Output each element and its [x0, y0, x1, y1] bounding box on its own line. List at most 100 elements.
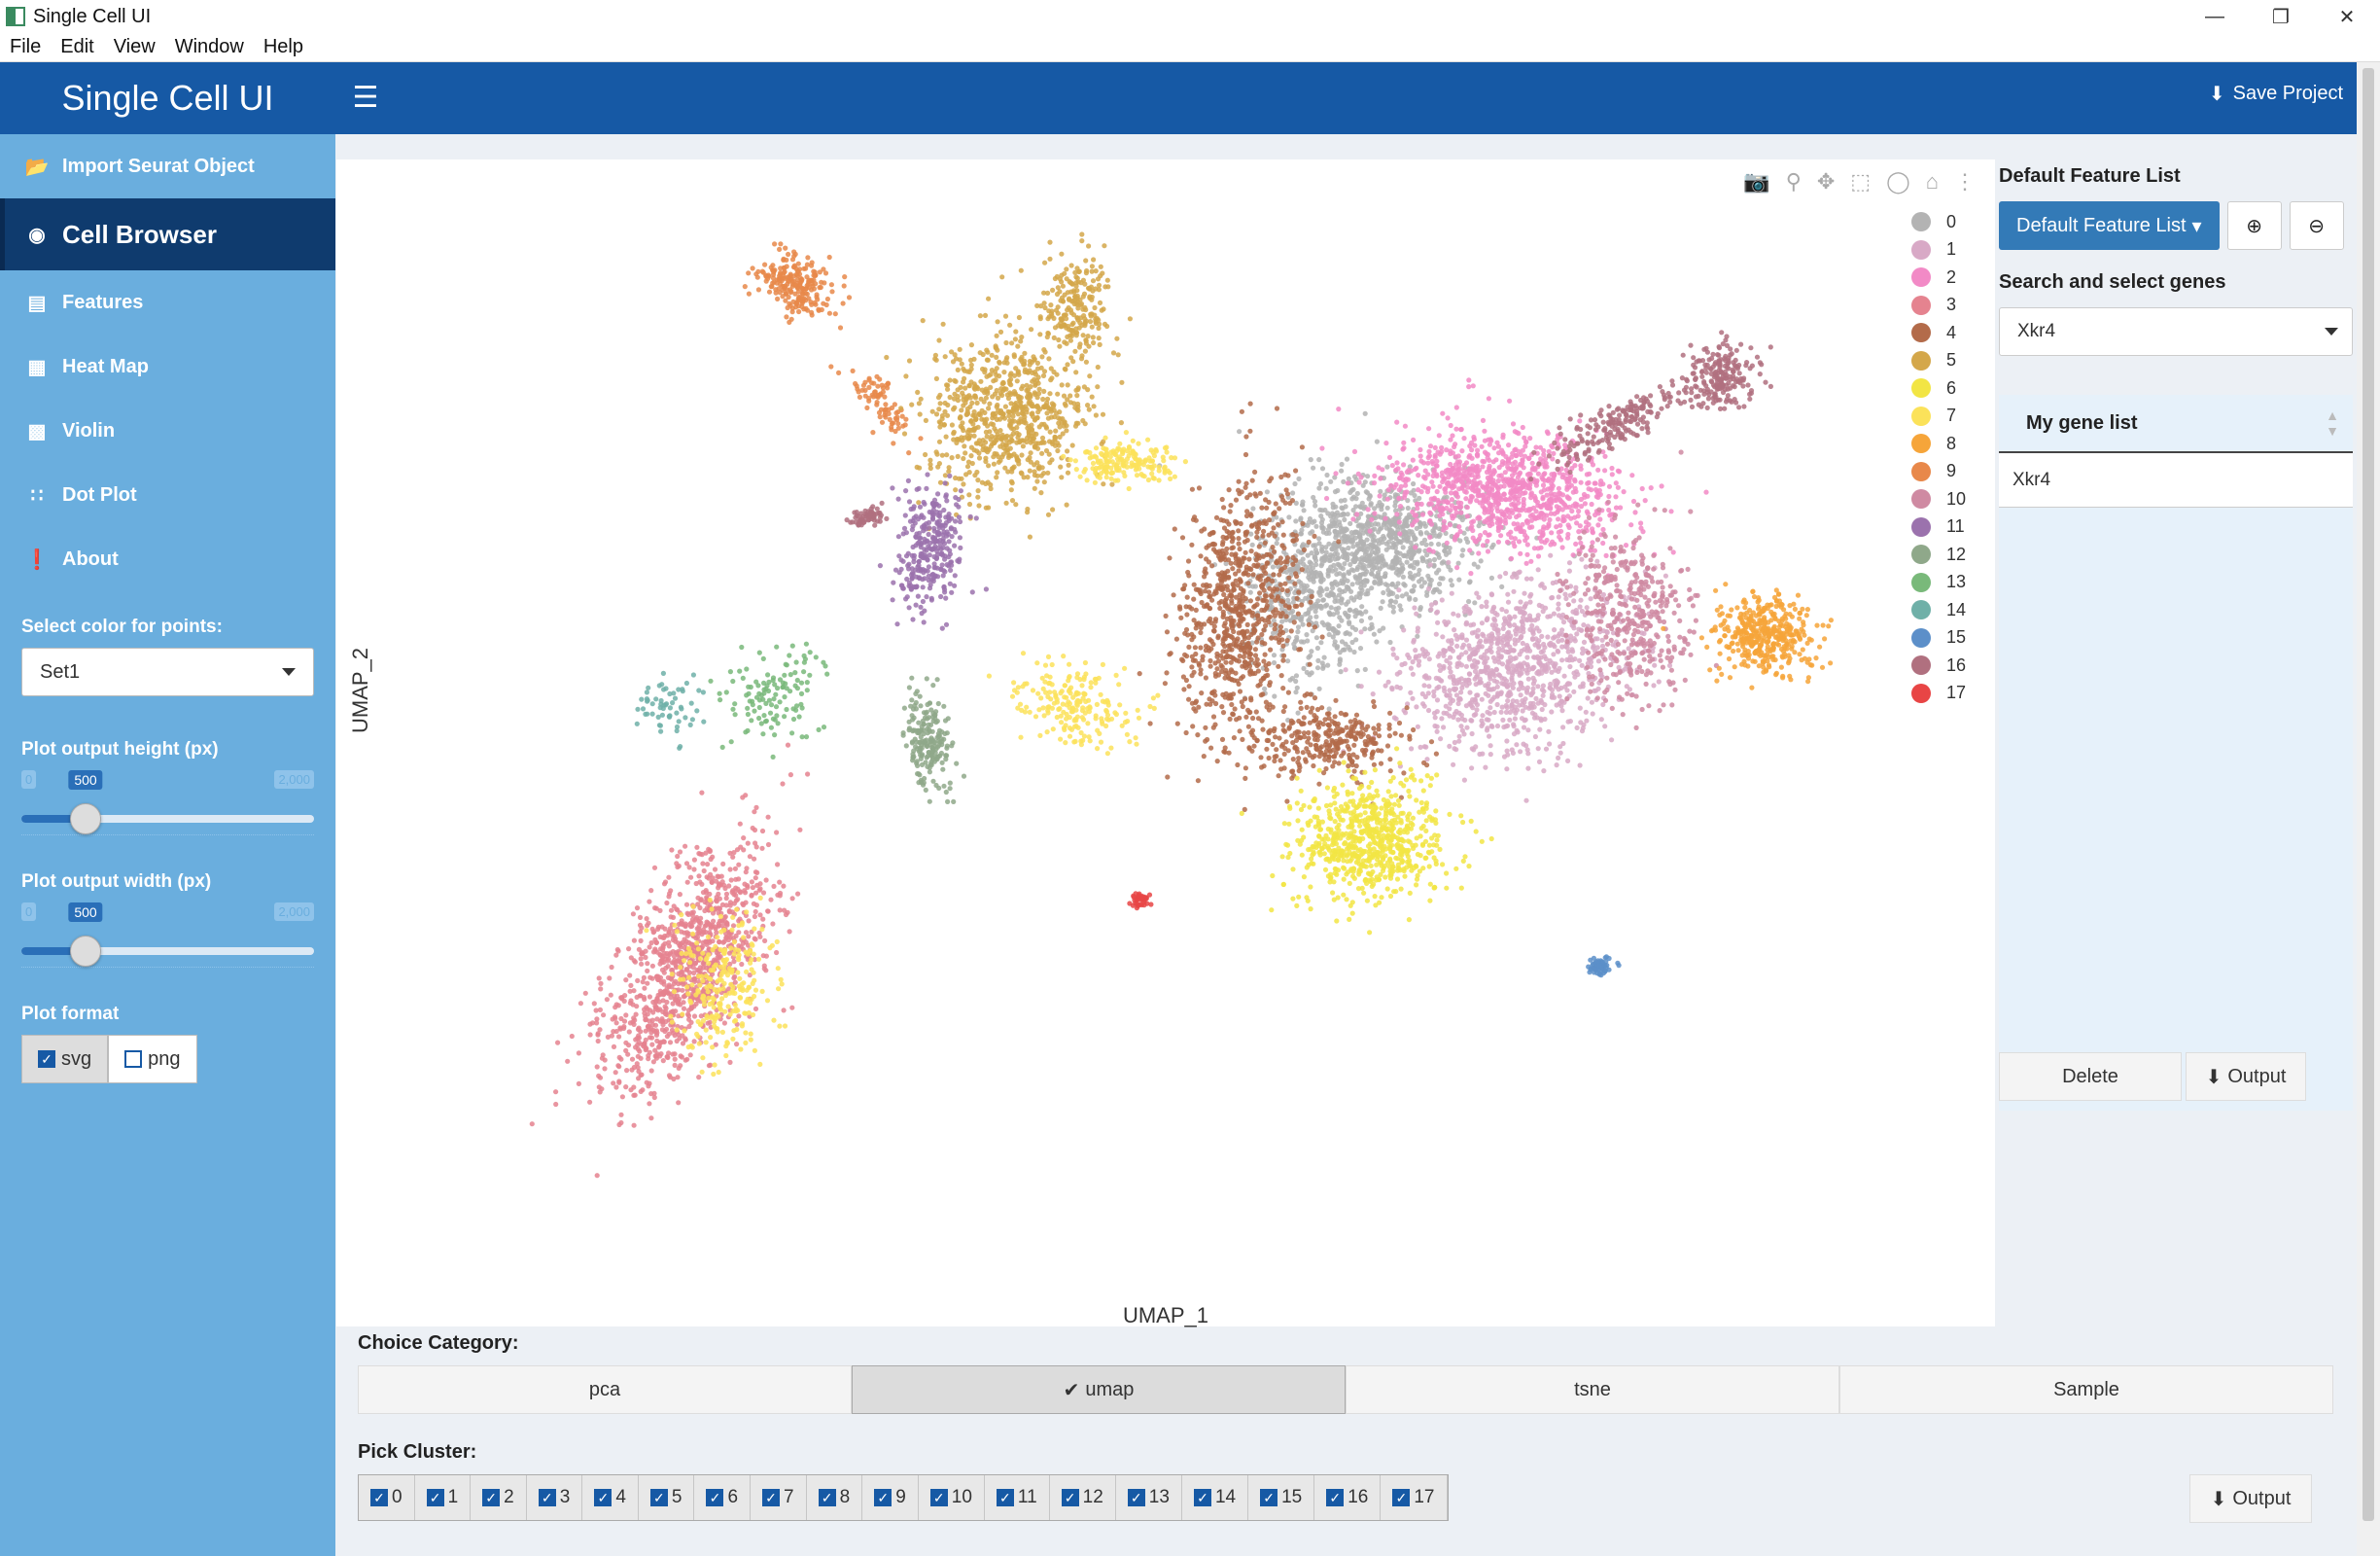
umap-plot-panel[interactable]: 📷 ⚲ ✥ ⬚ ◯ ⌂ ⋮ UMAP_2 UMAP_1 0 1 2 3 4 5 6 7 8 9 10… — [336, 159, 1995, 1327]
legend-item[interactable]: 15 — [1911, 624, 1966, 653]
cluster-output-button[interactable]: ⬇ Output — [2189, 1474, 2312, 1523]
legend-item[interactable]: 6 — [1911, 374, 1966, 403]
spike-icon[interactable]: ⋮ — [1954, 169, 1976, 194]
save-project-button[interactable]: ⬇ Save Project — [2209, 74, 2343, 113]
close-icon[interactable]: ✕ — [2338, 6, 2356, 28]
format-svg-button[interactable]: ✓ svg — [21, 1035, 109, 1083]
cluster-checkbox-9[interactable]: ✓ 9 — [862, 1475, 919, 1520]
minimize-icon[interactable]: — — [2205, 5, 2224, 27]
cluster-checkbox-17[interactable]: ✓ 17 — [1381, 1475, 1448, 1520]
grid-icon: ▦ — [27, 356, 47, 378]
legend-item[interactable]: 10 — [1911, 485, 1966, 513]
category-pca-button[interactable]: pca — [358, 1365, 852, 1414]
legend-item[interactable]: 5 — [1911, 347, 1966, 375]
slider-track[interactable] — [21, 947, 314, 955]
category-umap-button[interactable]: ✔ umap — [852, 1365, 1346, 1414]
checkbox-checked-icon: ✓ — [1127, 1489, 1145, 1506]
cluster-checkbox-4[interactable]: ✓ 4 — [582, 1475, 639, 1520]
default-feature-list-dropdown[interactable]: Default Feature List ▾ — [1999, 201, 2220, 250]
slider-handle[interactable] — [70, 803, 101, 834]
legend-item[interactable]: 8 — [1911, 430, 1966, 458]
home-icon[interactable]: ⌂ — [1925, 169, 1939, 194]
cluster-checkbox-5[interactable]: ✓ 5 — [638, 1475, 695, 1520]
zoom-icon[interactable]: ⚲ — [1785, 169, 1802, 194]
cluster-checkbox-14[interactable]: ✓ 14 — [1181, 1475, 1249, 1520]
slider-value: 500 — [68, 770, 103, 790]
legend-item[interactable]: 11 — [1911, 513, 1966, 542]
cluster-checkbox-15[interactable]: ✓ 15 — [1248, 1475, 1315, 1520]
slider-track[interactable] — [21, 815, 314, 823]
legend-item[interactable]: 3 — [1911, 292, 1966, 320]
format-png-button[interactable]: png — [108, 1035, 197, 1083]
cluster-checkbox-0[interactable]: ✓ 0 — [359, 1475, 415, 1520]
hamburger-icon[interactable]: ☰ — [352, 81, 379, 114]
check-icon: ✔ — [1063, 1379, 1080, 1401]
legend-item[interactable]: 14 — [1911, 596, 1966, 624]
legend-item[interactable]: 2 — [1911, 264, 1966, 292]
checkbox-checked-icon: ✓ — [594, 1489, 612, 1506]
caret-down-icon: ▾ — [2191, 215, 2202, 237]
gene-list-header[interactable]: My gene list ▲ ▼ — [1999, 395, 2353, 453]
nav-about[interactable]: ❗ About — [0, 527, 335, 591]
width-slider[interactable]: 0 2,000 500 — [21, 902, 314, 996]
category-tsne-button[interactable]: tsne — [1346, 1365, 1839, 1414]
legend-swatch — [1911, 572, 1931, 592]
app-header: Single Cell UI ☰ ⬇ Save Project — [0, 62, 2357, 134]
gene-list-header-label: My gene list — [2026, 411, 2138, 434]
nav-dot-plot[interactable]: ∷ Dot Plot — [0, 463, 335, 527]
nav-cell-browser[interactable]: ◉ Cell Browser — [0, 198, 335, 270]
cluster-checkbox-8[interactable]: ✓ 8 — [806, 1475, 863, 1520]
cluster-checkbox-6[interactable]: ✓ 6 — [694, 1475, 752, 1520]
height-slider-label: Plot output height (px) — [21, 739, 219, 760]
slider-handle[interactable] — [70, 936, 101, 967]
height-slider[interactable]: 0 2,000 500 — [21, 770, 314, 864]
legend-item[interactable]: 7 — [1911, 403, 1966, 431]
restore-icon[interactable]: ❐ — [2272, 6, 2290, 28]
box-select-icon[interactable]: ⬚ — [1850, 169, 1872, 194]
nav-violin[interactable]: ▩ Violin — [0, 399, 335, 463]
add-list-button[interactable]: ⊕ — [2226, 201, 2282, 250]
umap-scatter-plot[interactable] — [336, 159, 1892, 1297]
legend-item[interactable]: 16 — [1911, 652, 1966, 680]
menu-help[interactable]: Help — [262, 36, 303, 57]
cluster-checkbox-1[interactable]: ✓ 1 — [414, 1475, 472, 1520]
cluster-checkbox-11[interactable]: ✓ 11 — [984, 1475, 1050, 1520]
menu-file[interactable]: File — [10, 36, 42, 57]
pan-icon[interactable]: ✥ — [1816, 169, 1836, 194]
cluster-checkbox-16[interactable]: ✓ 16 — [1314, 1475, 1382, 1520]
cluster-label: 15 — [1281, 1487, 1303, 1507]
nav-import-seurat[interactable]: 📂 Import Seurat Object — [0, 134, 335, 198]
legend-item[interactable]: 0 — [1911, 208, 1966, 236]
gene-output-button[interactable]: ⬇ Output — [2186, 1052, 2306, 1101]
menu-window[interactable]: Window — [174, 36, 244, 57]
cluster-checkbox-2[interactable]: ✓ 2 — [471, 1475, 527, 1520]
cluster-checkbox-13[interactable]: ✓ 13 — [1115, 1475, 1182, 1520]
cluster-checkbox-12[interactable]: ✓ 12 — [1049, 1475, 1116, 1520]
color-select[interactable]: Set1 — [21, 648, 314, 696]
legend-item[interactable]: 12 — [1911, 541, 1966, 569]
camera-icon[interactable]: 📷 — [1743, 169, 1770, 194]
sort-icon[interactable]: ▲ ▼ — [2326, 407, 2339, 439]
category-sample-button[interactable]: Sample — [1839, 1365, 2333, 1414]
legend-item[interactable]: 1 — [1911, 236, 1966, 265]
scrollbar-thumb[interactable] — [2362, 68, 2374, 1521]
nav-heat-map[interactable]: ▦ Heat Map — [0, 335, 335, 399]
remove-list-button[interactable]: ⊖ — [2289, 201, 2344, 250]
cluster-checkbox-7[interactable]: ✓ 7 — [751, 1475, 807, 1520]
menu-view[interactable]: View — [113, 36, 156, 57]
delete-button[interactable]: Delete — [1999, 1052, 2182, 1101]
legend-item[interactable]: 4 — [1911, 319, 1966, 347]
cluster-checkbox-10[interactable]: ✓ 10 — [918, 1475, 985, 1520]
legend-item[interactable]: 17 — [1911, 680, 1966, 708]
slider-fill — [21, 947, 101, 955]
gene-search-select[interactable]: Xkr4 — [1999, 307, 2353, 356]
nav-features[interactable]: ▤ Features — [0, 270, 335, 335]
checkbox-empty-icon — [124, 1050, 143, 1068]
page-scrollbar[interactable] — [2357, 62, 2380, 1556]
cluster-checkbox-3[interactable]: ✓ 3 — [526, 1475, 583, 1520]
gene-list-row[interactable]: Xkr4 — [1999, 453, 2353, 508]
legend-item[interactable]: 13 — [1911, 569, 1966, 597]
menu-edit[interactable]: Edit — [60, 36, 94, 57]
lasso-icon[interactable]: ◯ — [1886, 169, 1910, 194]
legend-item[interactable]: 9 — [1911, 458, 1966, 486]
